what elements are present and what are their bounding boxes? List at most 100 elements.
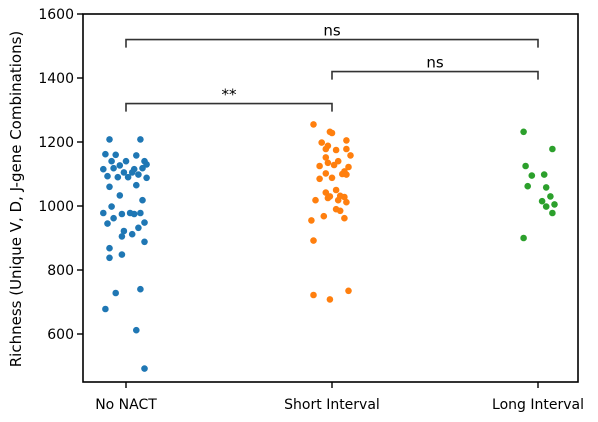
data-point (345, 163, 352, 171)
plot-area: 600 800 1000 1200 1400 1600 No NACT Short Inter… (38, 7, 584, 413)
data-point (330, 161, 338, 169)
significance-bracket (125, 102, 333, 112)
plot-frame (82, 13, 579, 383)
y-tick-label: 1200 (38, 135, 74, 151)
data-point (106, 244, 113, 252)
data-point (135, 224, 142, 232)
data-point (312, 196, 319, 204)
significance-label: ns (426, 54, 444, 72)
data-point (318, 139, 326, 146)
y-tick-label: 600 (47, 327, 74, 343)
x-tick-label: Short Interval (284, 397, 380, 413)
data-point (104, 220, 111, 227)
data-point (110, 164, 117, 172)
x-tick-label: No NACT (95, 397, 157, 413)
data-point (112, 289, 119, 297)
x-tick-label: Long Interval (492, 397, 584, 413)
data-point (332, 186, 340, 194)
data-point (334, 196, 342, 204)
data-point (128, 230, 136, 238)
data-point (322, 145, 330, 153)
data-point (141, 365, 148, 372)
data-point (118, 233, 126, 240)
data-point (116, 192, 124, 199)
y-axis-label: Richness (Unique V, D, J-gene Combinatio… (7, 31, 25, 368)
data-point (522, 162, 529, 170)
data-point (120, 169, 128, 176)
data-point (320, 212, 328, 220)
data-point (100, 165, 107, 173)
data-point (130, 210, 138, 218)
data-point (310, 291, 317, 299)
significance-bracket (331, 70, 539, 80)
data-point (108, 203, 115, 210)
data-point (310, 237, 317, 244)
data-point (316, 162, 323, 170)
data-point (345, 287, 352, 295)
data-point (328, 174, 336, 182)
data-point (343, 137, 350, 144)
data-point (547, 193, 554, 200)
data-point (116, 162, 124, 169)
data-point (341, 214, 348, 222)
significance-label: ** (222, 86, 238, 104)
data-point (549, 145, 556, 153)
data-point (143, 174, 150, 182)
data-point (106, 183, 113, 191)
data-point (135, 171, 142, 178)
data-point (122, 157, 130, 165)
data-point (141, 219, 148, 226)
data-point (528, 172, 536, 179)
significance-bracket (125, 38, 539, 48)
data-point (102, 305, 109, 313)
data-point (118, 210, 126, 218)
data-point (540, 171, 548, 178)
data-point (139, 164, 146, 172)
data-point (551, 201, 558, 208)
data-point (124, 173, 132, 181)
y-tick-label: 1000 (38, 199, 74, 215)
data-point (310, 121, 317, 128)
data-point (141, 238, 148, 246)
y-tick-label: 1600 (38, 7, 74, 23)
data-point (104, 172, 111, 180)
data-point (133, 181, 140, 189)
data-point (524, 182, 531, 190)
data-point (542, 203, 550, 210)
data-point (324, 159, 332, 167)
data-point (322, 170, 330, 177)
data-point (343, 198, 350, 206)
data-point (549, 209, 556, 217)
data-point (347, 152, 354, 159)
data-point (133, 152, 140, 159)
data-point (520, 234, 527, 242)
data-point (108, 157, 115, 165)
data-point (128, 169, 136, 176)
data-point (538, 197, 546, 205)
data-point (137, 285, 144, 293)
data-point (520, 128, 527, 136)
data-point (316, 175, 323, 183)
data-point (343, 145, 350, 153)
data-point (137, 209, 144, 217)
data-point (341, 193, 348, 201)
data-point (110, 214, 117, 222)
data-point (118, 251, 126, 258)
data-point (106, 254, 113, 262)
data-point (343, 171, 350, 178)
data-point (137, 136, 144, 143)
data-point (324, 194, 332, 202)
y-tick-label: 800 (47, 263, 74, 279)
data-point (114, 173, 122, 181)
data-point (332, 146, 340, 154)
data-point (100, 209, 107, 217)
data-point (322, 154, 330, 161)
data-point (133, 326, 140, 334)
y-tick-label: 1400 (38, 71, 74, 87)
data-point (308, 217, 315, 224)
data-point (112, 151, 119, 159)
significance-label: ns (323, 22, 341, 40)
data-point (102, 150, 109, 158)
data-point (328, 129, 336, 137)
data-point (542, 184, 550, 191)
